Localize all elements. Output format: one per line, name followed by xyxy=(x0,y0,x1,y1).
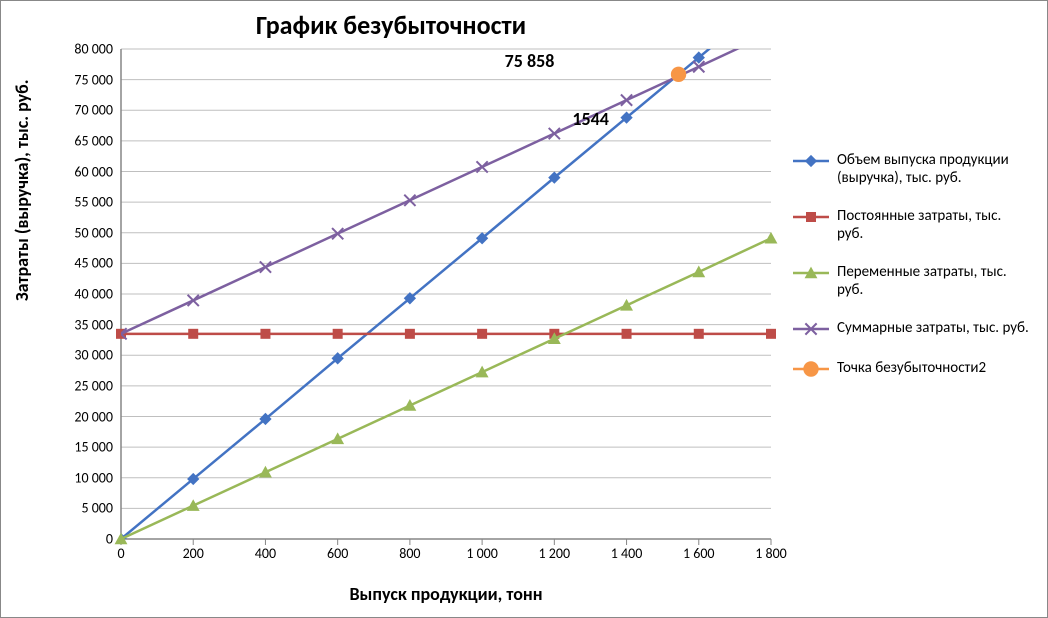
x-tick-label: 1 800 xyxy=(755,545,787,562)
legend-label: Объем выпуска продукции (выручка), тыс. … xyxy=(837,151,1031,187)
y-tick-label: 5 000 xyxy=(81,500,113,517)
x-tick-label: 1 000 xyxy=(466,545,498,562)
data-label: 75 858 xyxy=(505,50,555,72)
legend-label: Переменные затраты, тыс. руб. xyxy=(837,263,1031,299)
series-fixed xyxy=(116,329,776,339)
series-variable xyxy=(115,232,778,544)
y-tick-label: 35 000 xyxy=(74,316,113,333)
legend-swatch-icon xyxy=(791,359,831,379)
legend-label: Постоянные затраты, тыс. руб. xyxy=(837,207,1031,243)
y-tick-label: 55 000 xyxy=(74,194,113,211)
data-label: 1544 xyxy=(572,108,609,130)
legend-item-variable: Переменные затраты, тыс. руб. xyxy=(791,263,1031,299)
x-tick-label: 800 xyxy=(399,545,420,562)
x-tick-label: 200 xyxy=(183,545,204,562)
y-tick-label: 40 000 xyxy=(74,286,113,303)
chart-title: График безубыточности xyxy=(1,9,781,41)
legend-swatch-icon xyxy=(791,207,831,227)
x-tick-label: 600 xyxy=(327,545,348,562)
series-breakeven2 xyxy=(671,67,686,82)
legend-swatch-icon xyxy=(791,151,831,171)
x-tick-label: 400 xyxy=(255,545,276,562)
legend: Объем выпуска продукции (выручка), тыс. … xyxy=(791,151,1031,399)
x-tick-label: 1 400 xyxy=(611,545,643,562)
y-tick-label: 45 000 xyxy=(74,255,113,272)
x-tick-label: 0 xyxy=(117,545,124,562)
y-tick-label: 0 xyxy=(106,531,113,548)
y-tick-label: 25 000 xyxy=(74,377,113,394)
y-tick-label: 75 000 xyxy=(74,71,113,88)
y-tick-label: 20 000 xyxy=(74,408,113,425)
y-tick-label: 15 000 xyxy=(74,439,113,456)
x-tick-label: 1 600 xyxy=(683,545,715,562)
legend-swatch-icon xyxy=(791,263,831,283)
chart-container: График безубыточности Затраты (выручка),… xyxy=(0,0,1048,618)
x-axis-label: Выпуск продукции, тонн xyxy=(121,583,771,605)
y-tick-label: 30 000 xyxy=(74,347,113,364)
y-tick-label: 50 000 xyxy=(74,224,113,241)
y-tick-label: 80 000 xyxy=(74,41,113,58)
plot-area: 05 00010 00015 00020 00025 00030 00035 0… xyxy=(121,49,771,539)
y-tick-label: 60 000 xyxy=(74,163,113,180)
y-tick-label: 70 000 xyxy=(74,102,113,119)
legend-item-total: Суммарные затраты, тыс. руб. xyxy=(791,319,1031,339)
y-tick-label: 10 000 xyxy=(74,469,113,486)
legend-item-breakeven2: Точка безубыточности2 xyxy=(791,359,1031,379)
y-tick-label: 65 000 xyxy=(74,132,113,149)
legend-label: Суммарные затраты, тыс. руб. xyxy=(837,319,1029,337)
legend-swatch-icon xyxy=(791,319,831,339)
x-tick-label: 1 200 xyxy=(539,545,571,562)
y-axis-label: Затраты (выручка), тыс. руб. xyxy=(11,79,33,301)
legend-item-fixed: Постоянные затраты, тыс. руб. xyxy=(791,207,1031,243)
legend-item-revenue: Объем выпуска продукции (выручка), тыс. … xyxy=(791,151,1031,187)
legend-label: Точка безубыточности2 xyxy=(837,359,986,377)
